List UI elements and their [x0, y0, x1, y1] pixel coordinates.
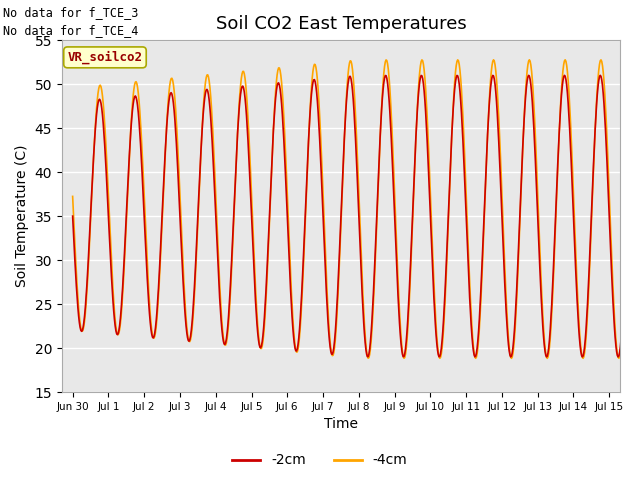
-4cm	[136, 108, 143, 114]
-4cm	[525, 57, 533, 63]
-4cm	[450, 89, 458, 95]
-2cm	[450, 95, 458, 100]
-4cm	[269, 127, 277, 133]
Text: No data for f_TCE_3: No data for f_TCE_3	[3, 6, 139, 19]
-2cm	[241, 95, 249, 101]
-4cm	[543, 356, 551, 361]
-4cm	[68, 193, 76, 199]
-4cm	[418, 57, 426, 63]
Line: -4cm: -4cm	[72, 60, 640, 359]
-2cm	[291, 345, 299, 351]
-2cm	[632, 72, 640, 78]
Text: VR_soilco2: VR_soilco2	[67, 51, 143, 64]
-2cm	[136, 129, 143, 135]
Text: No data for f_TCE_4: No data for f_TCE_4	[3, 24, 139, 36]
-2cm	[418, 73, 426, 79]
-4cm	[291, 342, 299, 348]
Legend: -2cm, -4cm: -2cm, -4cm	[227, 448, 413, 473]
-2cm	[614, 354, 622, 360]
Line: -2cm: -2cm	[72, 75, 640, 357]
-4cm	[241, 75, 249, 81]
Y-axis label: Soil Temperature (C): Soil Temperature (C)	[15, 145, 29, 288]
X-axis label: Time: Time	[324, 418, 358, 432]
Title: Soil CO2 East Temperatures: Soil CO2 East Temperatures	[216, 15, 467, 33]
-2cm	[68, 213, 76, 219]
-2cm	[269, 128, 277, 133]
